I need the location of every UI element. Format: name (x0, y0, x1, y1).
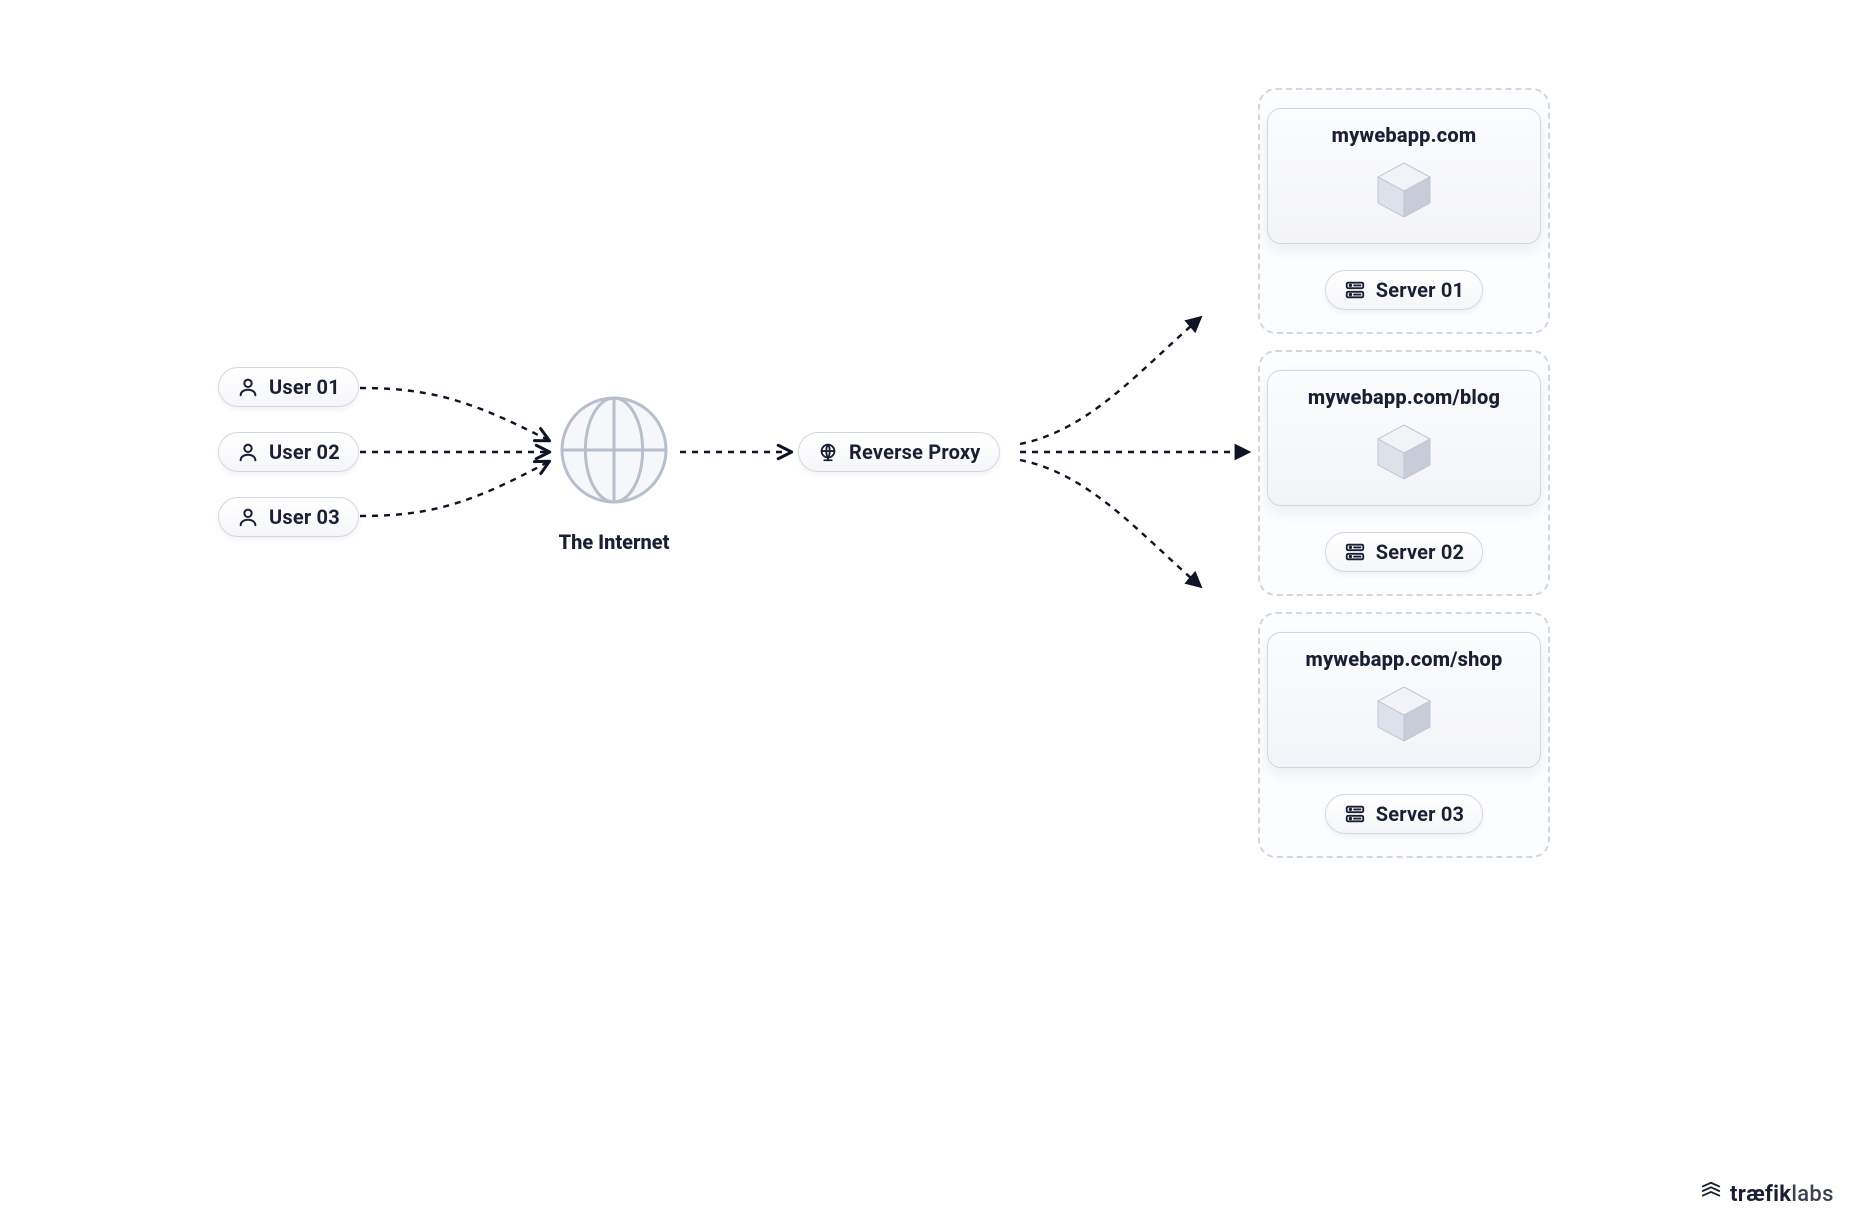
app-card-2: mywebapp.com/blog (1267, 370, 1541, 506)
app-card-title: mywebapp.com/blog (1308, 385, 1500, 409)
user-label: User 03 (269, 507, 340, 527)
proxy-globe-icon (817, 441, 839, 463)
cube-icon (1372, 419, 1436, 487)
user-label: User 02 (269, 442, 340, 462)
app-card-1: mywebapp.com (1267, 108, 1541, 244)
server-group-3: mywebapp.com/shop Server 03 (1258, 612, 1550, 858)
user-pill-3: User 03 (218, 497, 359, 537)
server-label: Server 03 (1376, 804, 1464, 824)
internet-node (560, 396, 668, 504)
server-pill-3: Server 03 (1325, 794, 1483, 834)
server-icon (1344, 803, 1366, 825)
user-icon (237, 376, 259, 398)
server-pill-1: Server 01 (1325, 270, 1483, 310)
server-label: Server 01 (1376, 280, 1464, 300)
brand-traefiklabs: træfiklabs (1700, 1180, 1834, 1208)
brand-mark-icon (1700, 1180, 1722, 1208)
app-card-title: mywebapp.com (1332, 123, 1477, 147)
cube-icon (1372, 157, 1436, 225)
user-icon (237, 441, 259, 463)
server-icon (1344, 279, 1366, 301)
app-card-title: mywebapp.com/shop (1306, 647, 1503, 671)
cube-icon (1372, 681, 1436, 749)
reverse-proxy-pill: Reverse Proxy (798, 432, 1000, 472)
server-icon (1344, 541, 1366, 563)
user-label: User 01 (269, 377, 340, 397)
internet-label: The Internet (559, 530, 670, 554)
brand-text-a: træfik (1730, 1182, 1791, 1207)
server-pill-2: Server 02 (1325, 532, 1483, 572)
user-pill-2: User 02 (218, 432, 359, 472)
globe-icon (560, 396, 668, 504)
reverse-proxy-label: Reverse Proxy (849, 442, 981, 462)
brand-text-b: labs (1791, 1182, 1833, 1207)
server-group-2: mywebapp.com/blog Server 02 (1258, 350, 1550, 596)
user-icon (237, 506, 259, 528)
server-label: Server 02 (1376, 542, 1464, 562)
app-card-3: mywebapp.com/shop (1267, 632, 1541, 768)
server-group-1: mywebapp.com Server 01 (1258, 88, 1550, 334)
user-pill-1: User 01 (218, 367, 359, 407)
